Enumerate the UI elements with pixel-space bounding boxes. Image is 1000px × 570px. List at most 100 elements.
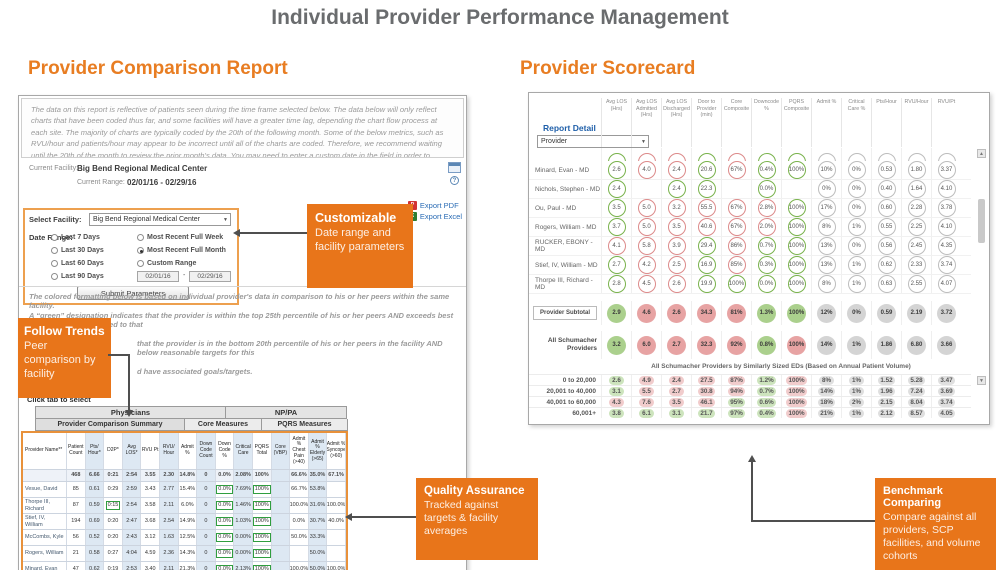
totals-cell: 468 xyxy=(67,470,86,481)
volume-row-label: 20,001 to 40,000 xyxy=(546,387,596,395)
callout-title: Benchmark Comparing xyxy=(883,485,943,509)
metric-cell: 33.3% xyxy=(308,530,328,545)
callout-title: Follow Trends xyxy=(24,324,105,338)
scroll-up-icon[interactable]: ▲ xyxy=(977,149,986,158)
grey-designation-note: d have associated goals/targets. xyxy=(137,367,253,376)
metric-cell: 0:20 xyxy=(104,530,123,545)
radio-option[interactable]: Last 90 Days xyxy=(51,270,104,283)
metric-circle: 3.5 xyxy=(607,199,626,217)
scrollbar-thumb[interactable] xyxy=(978,199,985,243)
export-excel-link[interactable]: Export Excel xyxy=(419,212,462,221)
scorecard-cell: 3.74 xyxy=(931,256,961,274)
highlighted-metric: 100% xyxy=(252,549,271,558)
radio-icon[interactable] xyxy=(51,273,58,280)
volume-row: 60,001+ 3.8 6.1 3.1 21.7 97% 0.4% 100% 21% 1% 2.12… xyxy=(529,407,971,418)
subtab-provider-comparison-summary[interactable]: Provider Comparison Summary xyxy=(35,419,185,431)
volume-cell: 3.74 xyxy=(931,397,961,407)
follow-connector-vline xyxy=(128,354,130,410)
radio-option-label: Last 7 Days xyxy=(61,234,100,241)
help-icon[interactable] xyxy=(450,176,459,185)
radio-icon[interactable] xyxy=(137,260,144,267)
metric-cell: 100% xyxy=(252,562,272,570)
report-detail-select[interactable]: Provider ▼ xyxy=(537,135,649,148)
scorecard-cell: 5.0 xyxy=(631,199,661,217)
scorecard-cell: 20.6 xyxy=(691,161,721,179)
radio-option[interactable]: Custom Range xyxy=(137,257,226,270)
radio-icon[interactable] xyxy=(137,234,144,241)
metric-cell: 2.77 xyxy=(159,482,179,497)
metric-circle: 20.6 xyxy=(697,161,716,179)
highlighted-metric: 100% xyxy=(252,533,271,542)
radio-option[interactable]: Last 30 Days xyxy=(51,244,104,257)
column-header: Patient Count xyxy=(67,433,86,469)
volume-pill: 0.7% xyxy=(757,386,776,396)
radio-option[interactable]: Most Recent Full Month xyxy=(137,244,226,257)
metric-cell: 2:47 xyxy=(122,514,142,529)
scorecard-cell: 2.5 xyxy=(661,256,691,274)
volume-pill: 1.52 xyxy=(878,375,895,385)
metric-circle: 2.0% xyxy=(757,218,776,236)
subtab-core-measures[interactable]: Core Measures xyxy=(185,419,262,431)
partial-cell xyxy=(811,148,841,161)
comparison-report-heading: Provider Comparison Report xyxy=(28,58,288,79)
metric-cell: 2.11 xyxy=(159,498,179,513)
metric-cell: 30.7% xyxy=(308,514,328,529)
metric-cell: 0:20 xyxy=(104,514,123,529)
radio-icon[interactable] xyxy=(51,260,58,267)
metric-circle: 5.0 xyxy=(637,218,656,236)
subtotal-circle: 0.59 xyxy=(877,303,896,323)
metric-cell: 50.0% xyxy=(290,530,309,545)
metric-circle: 0.63 xyxy=(877,275,896,293)
scorecard-cell: 2.8% xyxy=(751,199,781,217)
benchmark-arrowhead xyxy=(748,455,756,462)
scorecard-cell: 2.55 xyxy=(901,275,931,293)
scorecard-panel: Report Detail Provider ▼ Avg LOS (Hrs) Av… xyxy=(528,92,990,425)
radio-icon[interactable] xyxy=(137,247,144,254)
scrollbar[interactable]: ▲ ▼ xyxy=(977,149,986,385)
scorecard-cell: 100% xyxy=(781,218,811,236)
radio-icon[interactable] xyxy=(51,247,58,254)
scorecard-cell xyxy=(781,180,811,198)
scroll-down-icon[interactable]: ▼ xyxy=(977,376,986,385)
metric-cell: 21.3% xyxy=(179,562,198,570)
callout-body: Compare against all providers, SCP facil… xyxy=(883,511,981,563)
scorecard-provider-name: Stief, IV, William - MD xyxy=(535,261,598,269)
radio-option[interactable]: Last 7 Days xyxy=(51,231,104,244)
totals-cell: 0 xyxy=(197,470,216,481)
scorecard-provider-row: Stief, IV, William - MD 2.7 4.2 2.5 16.9 85% 0… xyxy=(529,256,971,275)
metric-cell: 40.0% xyxy=(327,514,346,529)
subtotal-cell: 0% xyxy=(841,301,871,325)
radio-icon[interactable] xyxy=(51,234,58,241)
metric-circle xyxy=(877,152,896,161)
metric-circle: 2.7 xyxy=(607,256,626,274)
volume-pill: 100% xyxy=(786,375,807,385)
all-providers-cell: 2.7 xyxy=(661,331,691,359)
provider-subtotal-label[interactable]: Provider Subtotal xyxy=(533,306,597,320)
scorecard-provider-name: Ou, Paul - MD xyxy=(535,204,577,212)
facility-select[interactable]: Big Bend Regional Medical Center ▼ xyxy=(89,213,231,226)
volume-pill: 8% xyxy=(819,375,834,385)
tab-np-pa[interactable]: NP/PA xyxy=(226,406,347,419)
volume-cell: 3.1 xyxy=(601,386,631,396)
all-providers-cell: 100% xyxy=(781,331,811,359)
radio-option[interactable]: Last 60 Days xyxy=(51,257,104,270)
date-to-input[interactable]: 02/29/16 xyxy=(189,271,231,282)
table-row: Stief, IV, William 194 0.69 0:20 2:47 3.68 2.5… xyxy=(23,514,346,530)
highlighted-metric: 0.0% xyxy=(216,565,233,570)
export-pdf-link[interactable]: Export PDF xyxy=(419,201,459,210)
scorecard-cell: 67% xyxy=(721,218,751,236)
subtotal-cell: 100% xyxy=(781,301,811,325)
volume-pill: 27.5 xyxy=(698,375,715,385)
subtab-pqrs-measures[interactable]: PQRS Measures xyxy=(262,419,348,431)
radio-option[interactable]: Most Recent Full Week xyxy=(137,231,226,244)
volume-cell: 100% xyxy=(781,386,811,396)
volume-pill: 2.15 xyxy=(878,397,895,407)
volume-row: 20,001 to 40,000 3.1 5.5 2.7 30.8 94% 0.7% 100%… xyxy=(529,385,971,396)
date-from-input[interactable]: 02/01/16 xyxy=(137,271,179,282)
calendar-icon[interactable] xyxy=(448,162,461,173)
radio-column-1: Last 7 Days Last 30 Days Last 60 Days Last … xyxy=(51,231,104,283)
metric-cell: 0 xyxy=(197,482,216,497)
all-providers-cell: 14% xyxy=(811,331,841,359)
subtotal-cell: 2.19 xyxy=(901,301,931,325)
scorecard-cell: 0.60 xyxy=(871,199,901,217)
